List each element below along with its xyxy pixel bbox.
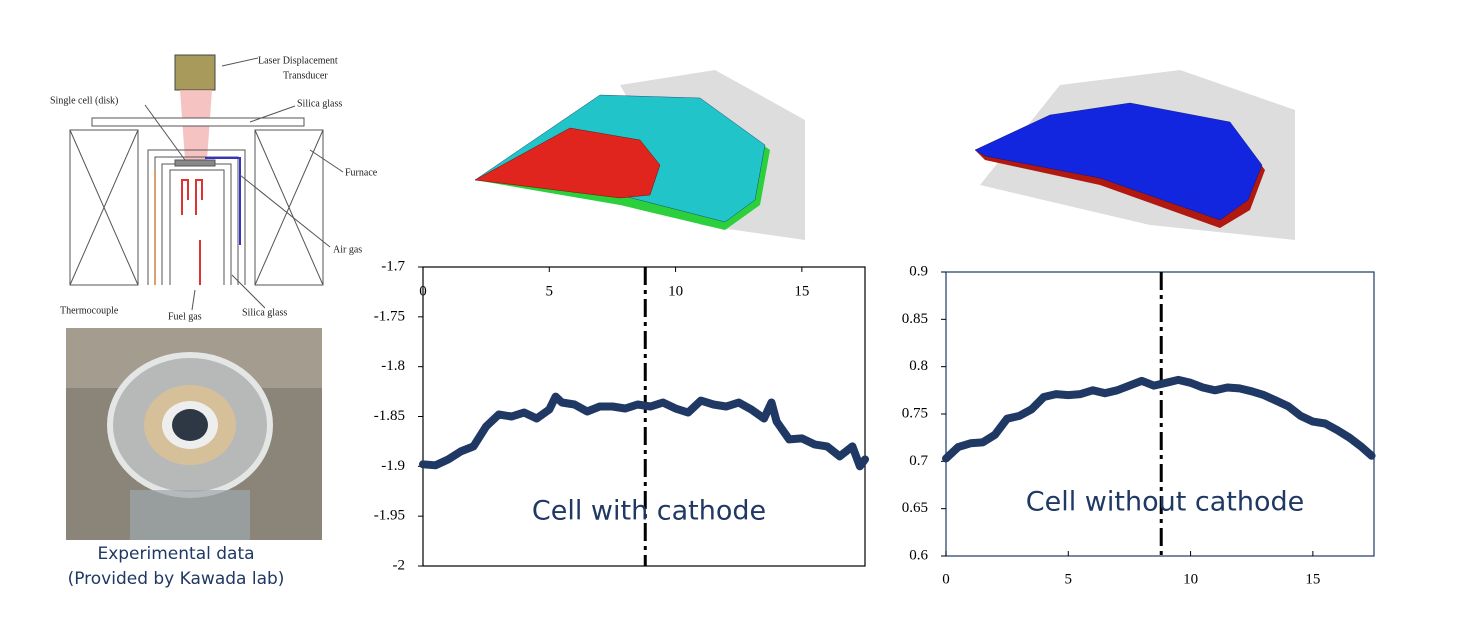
y-tick-label: -1.75	[374, 308, 405, 324]
x-tick-label: 15	[794, 283, 809, 299]
y-tick-label: -1.7	[381, 258, 405, 274]
x-tick-label: 10	[668, 283, 683, 299]
diagram-label: Laser Displacement	[258, 55, 338, 66]
mesh-without-cathode	[974, 70, 1295, 240]
x-tick-label: 5	[546, 283, 554, 299]
y-tick-label: 0.75	[902, 405, 928, 421]
y-tick-label: 0.85	[902, 311, 928, 327]
y-tick-label: 0.65	[902, 500, 928, 516]
x-tick-label: 10	[1183, 571, 1198, 587]
diagram-label: Transducer	[283, 70, 328, 81]
y-tick-label: 0.7	[909, 453, 928, 469]
data-line	[942, 375, 1376, 463]
x-tick-label: 15	[1305, 571, 1320, 587]
diagram-label: Furnace	[345, 167, 378, 178]
y-tick-label: -2	[393, 557, 406, 573]
data-line	[419, 392, 869, 471]
diagram-label: Fuel gas	[168, 311, 202, 322]
y-tick-label: -1.95	[374, 508, 405, 524]
annotation: Cell without cathode	[1026, 487, 1305, 518]
charts: -2 -1.95 -1.9 -1.85 -1.8 -1.75 -1.7 0 5 10 15 Cell …	[374, 258, 1376, 587]
annotation: Cell with cathode	[532, 496, 766, 527]
y-tick-label: 0.9	[909, 263, 928, 279]
y-tick-label: 0.6	[909, 547, 928, 563]
diagram-label: Thermocouple	[60, 305, 119, 316]
diagram-label: Air gas	[333, 244, 362, 255]
furnace-diagram	[69, 54, 344, 311]
x-tick-label: 5	[1065, 571, 1073, 587]
diagram-label: Silica glass	[242, 307, 287, 318]
caption: (Provided by Kawada lab)	[68, 569, 285, 589]
x-tick-label: 0	[419, 283, 427, 299]
y-tick-label: 0.8	[909, 358, 928, 374]
y-tick-label: -1.85	[374, 408, 405, 424]
y-tick-label: -1.8	[381, 358, 405, 374]
diagram-label: Single cell (disk)	[50, 95, 118, 106]
diagram-label: Silica glass	[297, 98, 342, 109]
caption: Experimental data	[97, 544, 254, 564]
photo	[66, 328, 322, 540]
mesh-with-cathode	[474, 70, 805, 240]
x-tick-label: 0	[942, 571, 950, 587]
y-tick-label: -1.9	[381, 458, 405, 474]
